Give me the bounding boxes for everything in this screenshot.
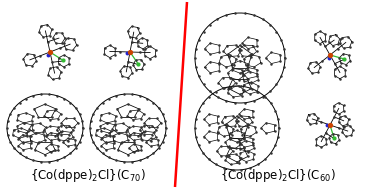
Text: $\{$Co(dppe)$_2$Cl$\}$(C$_{70}$): $\{$Co(dppe)$_2$Cl$\}$(C$_{70}$) [30,167,146,184]
Text: $\{$Co(dppe)$_2$Cl$\}$(C$_{60}$): $\{$Co(dppe)$_2$Cl$\}$(C$_{60}$) [220,167,336,184]
